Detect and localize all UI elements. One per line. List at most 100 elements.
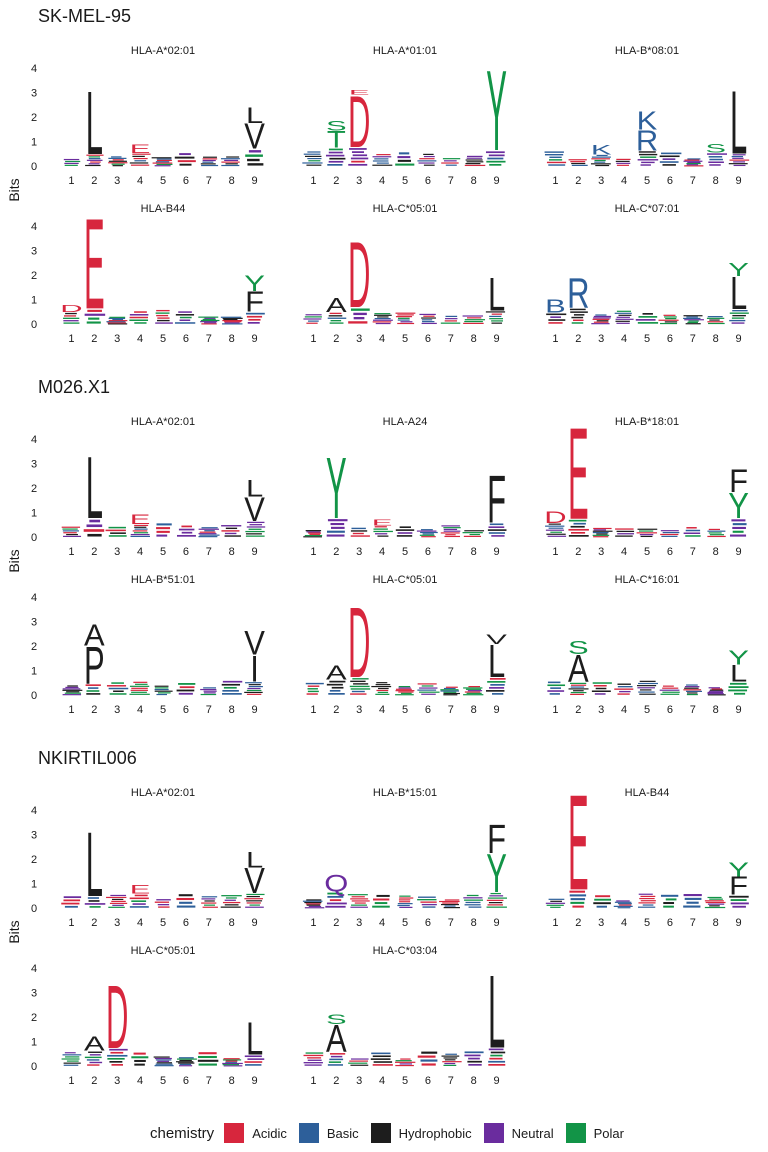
- background-stripe: [423, 164, 435, 166]
- background-stripe: [327, 1064, 344, 1066]
- background-stripe: [708, 156, 723, 158]
- background-stripe: [731, 155, 743, 158]
- background-stripe: [571, 684, 587, 686]
- background-stripe: [422, 321, 435, 323]
- motif-letter: L: [246, 848, 263, 873]
- background-stripe: [659, 689, 680, 691]
- background-stripe: [154, 1057, 172, 1060]
- background-stripe: [305, 314, 322, 316]
- background-stripe: [86, 321, 101, 324]
- background-stripe: [395, 1064, 414, 1067]
- background-stripe: [445, 534, 456, 536]
- background-stripe: [225, 897, 237, 899]
- motif-letter: Y: [728, 646, 749, 669]
- background-stripe: [306, 164, 322, 166]
- panel-title: HLA-C*05:01: [131, 945, 196, 957]
- background-stripe: [378, 687, 389, 690]
- position-tick-label: 5: [160, 333, 166, 345]
- background-stripe: [595, 164, 610, 167]
- background-stripe: [64, 315, 77, 317]
- y-tick-label: 1: [31, 879, 37, 891]
- background-stripe: [463, 535, 482, 537]
- background-stripe: [571, 316, 584, 319]
- background-stripe: [179, 316, 192, 319]
- background-stripe: [329, 680, 346, 683]
- logo-svg: HLA-C*03:04 1 2 3 4 5 6 7 8 9 AS L: [303, 945, 506, 1087]
- background-stripe: [111, 682, 124, 684]
- background-stripe: [247, 163, 264, 166]
- background-stripe: [442, 902, 459, 904]
- position-tick-label: 9: [251, 333, 257, 345]
- background-stripe: [684, 687, 699, 689]
- background-stripe: [686, 527, 697, 529]
- background-stripe: [637, 528, 658, 530]
- background-stripe: [487, 897, 507, 899]
- background-stripe: [490, 684, 505, 686]
- background-stripe: [732, 154, 746, 156]
- background-stripe: [398, 899, 411, 901]
- background-stripe: [249, 904, 260, 906]
- background-stripe: [221, 895, 242, 897]
- background-stripe: [590, 163, 611, 165]
- background-stripe: [550, 316, 561, 318]
- background-stripe: [129, 685, 150, 687]
- background-stripe: [442, 158, 461, 160]
- background-stripe: [133, 532, 149, 534]
- motif-letter: L: [488, 268, 505, 321]
- background-stripe: [89, 1061, 103, 1064]
- position-tick-label: 3: [356, 1075, 362, 1087]
- background-stripe: [395, 694, 414, 696]
- position-tick-label: 2: [91, 917, 97, 929]
- background-stripe: [156, 1062, 173, 1064]
- background-stripe: [222, 1062, 243, 1065]
- background-stripe: [221, 683, 241, 686]
- background-stripe: [549, 156, 562, 158]
- background-stripe: [549, 693, 560, 695]
- background-stripe: [594, 161, 606, 163]
- background-stripe: [222, 1064, 239, 1066]
- background-stripe: [179, 153, 191, 156]
- background-stripe: [203, 156, 217, 158]
- background-stripe: [467, 690, 483, 692]
- position-tick-label: 7: [448, 333, 454, 345]
- background-stripe: [156, 163, 173, 166]
- logo-svg: HLA-C*05:01 0 1 2 3 4 1 2 3 4 5 6 7 8 9 DA L: [31, 945, 265, 1087]
- position-tick-label: 4: [379, 546, 385, 558]
- background-stripe: [707, 903, 725, 905]
- background-stripe: [636, 685, 657, 687]
- background-stripe: [595, 687, 607, 690]
- background-stripe: [593, 315, 612, 318]
- background-stripe: [108, 906, 125, 908]
- background-stripe: [397, 904, 410, 907]
- position-tick-label: 5: [644, 546, 650, 558]
- background-stripe: [731, 317, 745, 319]
- background-stripe: [108, 160, 127, 162]
- y-tick-label: 0: [31, 903, 37, 915]
- panel-title: HLA-C*16:01: [615, 574, 680, 586]
- legend-title: chemistry: [150, 1124, 215, 1142]
- motif-letter: Y: [326, 439, 347, 536]
- background-stripe: [467, 1060, 482, 1063]
- position-tick-label: 3: [114, 704, 120, 716]
- background-stripe: [198, 1055, 217, 1059]
- background-stripe: [174, 156, 195, 159]
- background-stripe: [444, 1062, 456, 1065]
- background-stripe: [222, 319, 243, 322]
- background-stripe: [305, 1052, 324, 1054]
- position-tick-label: 1: [310, 704, 316, 716]
- background-stripe: [304, 534, 323, 537]
- background-stripe: [65, 312, 77, 315]
- position-tick-label: 2: [91, 704, 97, 716]
- background-stripe: [156, 158, 172, 160]
- position-tick-label: 1: [68, 175, 74, 187]
- logo-panel: HLA-C*05:01 1 2 3 4 5 6 7 8 9 D A L V: [286, 571, 526, 721]
- background-stripe: [546, 313, 567, 316]
- svg-text:F: F: [729, 463, 748, 500]
- background-stripe: [445, 164, 457, 166]
- background-stripe: [419, 313, 436, 316]
- background-stripe: [330, 522, 345, 526]
- position-tick-label: 4: [379, 175, 385, 187]
- background-stripe: [154, 1065, 174, 1067]
